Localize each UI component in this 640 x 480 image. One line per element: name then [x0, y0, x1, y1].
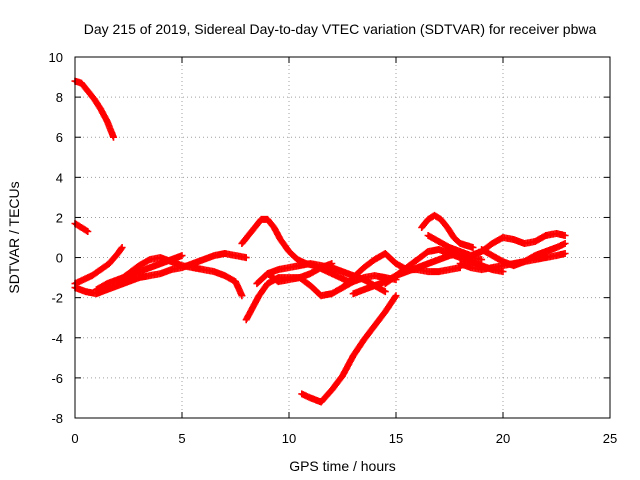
x-tick-label: 15: [389, 431, 403, 446]
y-tick-label: 8: [56, 90, 63, 105]
data-point-marker: [478, 256, 486, 264]
chart-title: Day 215 of 2019, Sidereal Day-to-day VTE…: [84, 21, 597, 37]
x-axis-label: GPS time / hours: [289, 458, 396, 474]
data-series-arc-16: [424, 230, 569, 260]
x-tick-label: 10: [282, 431, 296, 446]
data-series-arc-4: [71, 244, 126, 288]
data-point-marker: [381, 288, 389, 296]
data-point-marker: [117, 245, 125, 253]
data-point-marker: [561, 232, 569, 239]
data-points: [71, 77, 569, 406]
x-tick-label: 0: [71, 431, 78, 446]
y-tick-label: 10: [49, 50, 63, 65]
y-tick-label: 6: [56, 130, 63, 145]
plot-frame: [74, 56, 611, 419]
data-series-arc-18: [478, 240, 569, 270]
data-series-arc-11: [298, 292, 400, 406]
data-point-marker: [118, 244, 126, 251]
y-tick-label: -2: [51, 291, 63, 306]
data-point-marker: [242, 254, 250, 262]
x-tick-label: 20: [496, 431, 510, 446]
data-point-marker: [499, 268, 507, 276]
data-point-marker: [561, 250, 569, 257]
data-point-marker: [238, 292, 246, 300]
x-tick-label: 25: [603, 431, 617, 446]
data-point-marker: [561, 240, 569, 247]
data-point-marker: [84, 228, 92, 235]
x-tick-label: 5: [178, 431, 185, 446]
y-tick-label: -4: [51, 331, 63, 346]
y-axis-label: SDTVAR / TECUs: [6, 181, 22, 293]
data-series-arc-15: [418, 211, 477, 251]
y-tick-label: 2: [56, 210, 63, 225]
y-tick-label: 4: [56, 170, 63, 185]
y-tick-label: -8: [51, 411, 63, 426]
data-point-marker: [110, 133, 117, 141]
data-point-marker: [392, 292, 400, 300]
y-tick-label: -6: [51, 371, 63, 386]
axis-ticks: 0 5 10 15 20 25 -8 -6 -4 -2 0 2 4 6 8 10: [49, 50, 618, 446]
data-point-marker: [178, 252, 186, 260]
data-point-marker: [469, 244, 477, 251]
y-tick-label: 0: [56, 251, 63, 266]
data-series-arc-6: [114, 254, 246, 300]
